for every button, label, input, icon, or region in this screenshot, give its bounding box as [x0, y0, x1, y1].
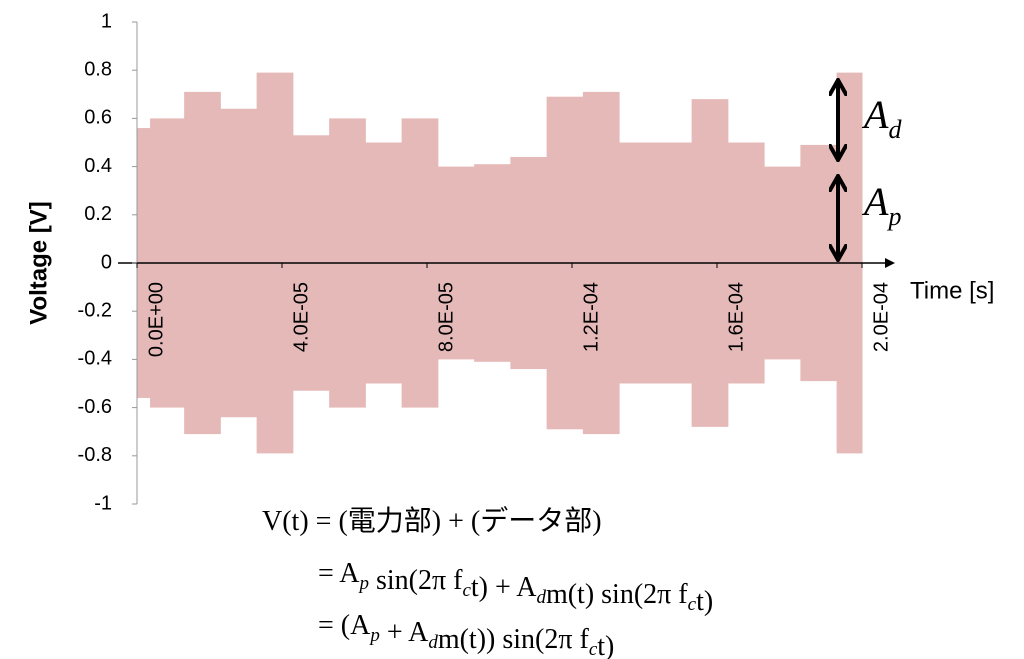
y-axis-title: Voltage [V] — [25, 201, 52, 325]
formula-line: = Ap sin(2π fct) + Adm(t) sin(2π fct) — [318, 558, 713, 617]
y-tick-label: 0.4 — [84, 155, 112, 177]
formula-line: = (Ap + Adm(t)) sin(2π fct) — [318, 610, 614, 659]
x-tick-label: 2.0E-04 — [870, 282, 892, 352]
formula-text: t) + A — [471, 572, 537, 603]
x-tick-label: 0.0E+00 — [145, 282, 167, 357]
formula-text: m(t)) sin(2π f — [438, 624, 590, 655]
y-tick-label: -1 — [94, 492, 112, 514]
x-axis-title: Time [s] — [910, 277, 994, 304]
formula-sub: d — [428, 632, 438, 653]
y-tick-label: -0.8 — [78, 444, 112, 466]
formula-text: t) — [597, 631, 614, 659]
ap-sub: p — [886, 202, 901, 231]
formula-text: = A — [318, 558, 360, 589]
ad-sub: d — [888, 115, 902, 144]
formula-sub: p — [357, 573, 369, 594]
x-tick-label: 1.2E-04 — [580, 282, 602, 352]
formula-text: m(t) sin(2π f — [546, 579, 688, 610]
ap-label: Ap — [861, 179, 901, 231]
formula-sub: d — [536, 587, 546, 608]
formula-sub: p — [368, 625, 380, 646]
ad-base: A — [861, 92, 889, 137]
formula-text: V(t) = (電力部) + (データ部) — [262, 505, 602, 537]
y-tick-label: 0.6 — [84, 107, 112, 129]
formula-text: + A — [380, 617, 429, 648]
x-tick-label: 1.6E-04 — [725, 282, 747, 352]
y-tick-label: -0.4 — [78, 348, 112, 370]
formula-text: sin(2π f — [369, 565, 463, 596]
formula-sub: c — [462, 580, 471, 601]
formula-sub: c — [589, 639, 598, 659]
y-tick-label: 1 — [101, 10, 112, 32]
y-tick-label: -0.6 — [78, 396, 112, 418]
ap-base: A — [861, 179, 889, 224]
y-tick-label: 0.8 — [84, 58, 112, 80]
ad-label: Ad — [861, 92, 902, 144]
y-tick-label: -0.2 — [78, 299, 112, 321]
formula-line: V(t) = (電力部) + (データ部) — [262, 505, 602, 537]
y-tick-label: 0.2 — [84, 203, 112, 225]
formula-sub: c — [688, 594, 697, 615]
formula-text: = (A — [318, 610, 371, 641]
y-tick-label: 0 — [101, 251, 112, 273]
formula-text: t) — [696, 586, 713, 617]
x-tick-label: 4.0E-05 — [290, 282, 312, 352]
x-tick-label: 8.0E-05 — [435, 282, 457, 352]
